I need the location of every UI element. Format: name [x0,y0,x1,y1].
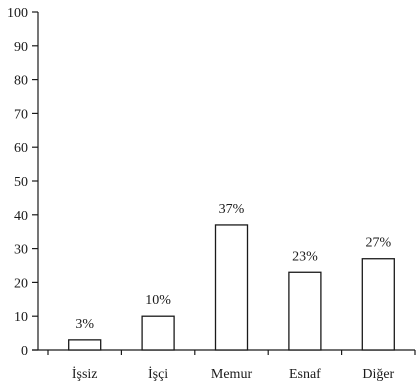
y-tick-label: 20 [14,276,28,291]
bar-value-label: 10% [145,293,171,308]
y-tick-label: 70 [14,107,28,122]
y-tick-label: 50 [14,175,28,190]
bars [68,224,395,351]
y-tick-label: 90 [14,40,28,55]
bar-value-label: 23% [292,249,318,264]
bar-value-label: 27% [365,236,391,251]
y-tick-label: 80 [14,74,28,89]
category-label: İşsiz [72,366,98,382]
data-labels: 3% 10% 37% 23% 27% [75,202,391,332]
bar [288,271,322,351]
category-label: Esnaf [289,367,321,382]
bar [361,258,395,351]
category-label: Memur [211,367,253,382]
bar [214,224,249,351]
y-tick-label: 0 [21,344,28,359]
category-labels: İşsiz İşçi Memur Esnaf Diğer [72,366,395,382]
bar [141,315,175,351]
y-tick-label: 40 [14,209,28,224]
y-tick-label: 10 [14,310,28,325]
x-axis [32,349,416,355]
y-tick-label: 30 [14,243,28,258]
category-label: İşçi [148,366,168,382]
category-label: Diğer [362,367,394,382]
y-tick-label: 100 [7,6,28,21]
bar-value-label: 3% [75,317,94,332]
y-axis: 0 10 20 30 40 50 60 70 80 90 100 [7,6,39,359]
y-tick-label: 60 [14,141,28,156]
bar-value-label: 37% [219,202,245,217]
bar [68,339,102,351]
